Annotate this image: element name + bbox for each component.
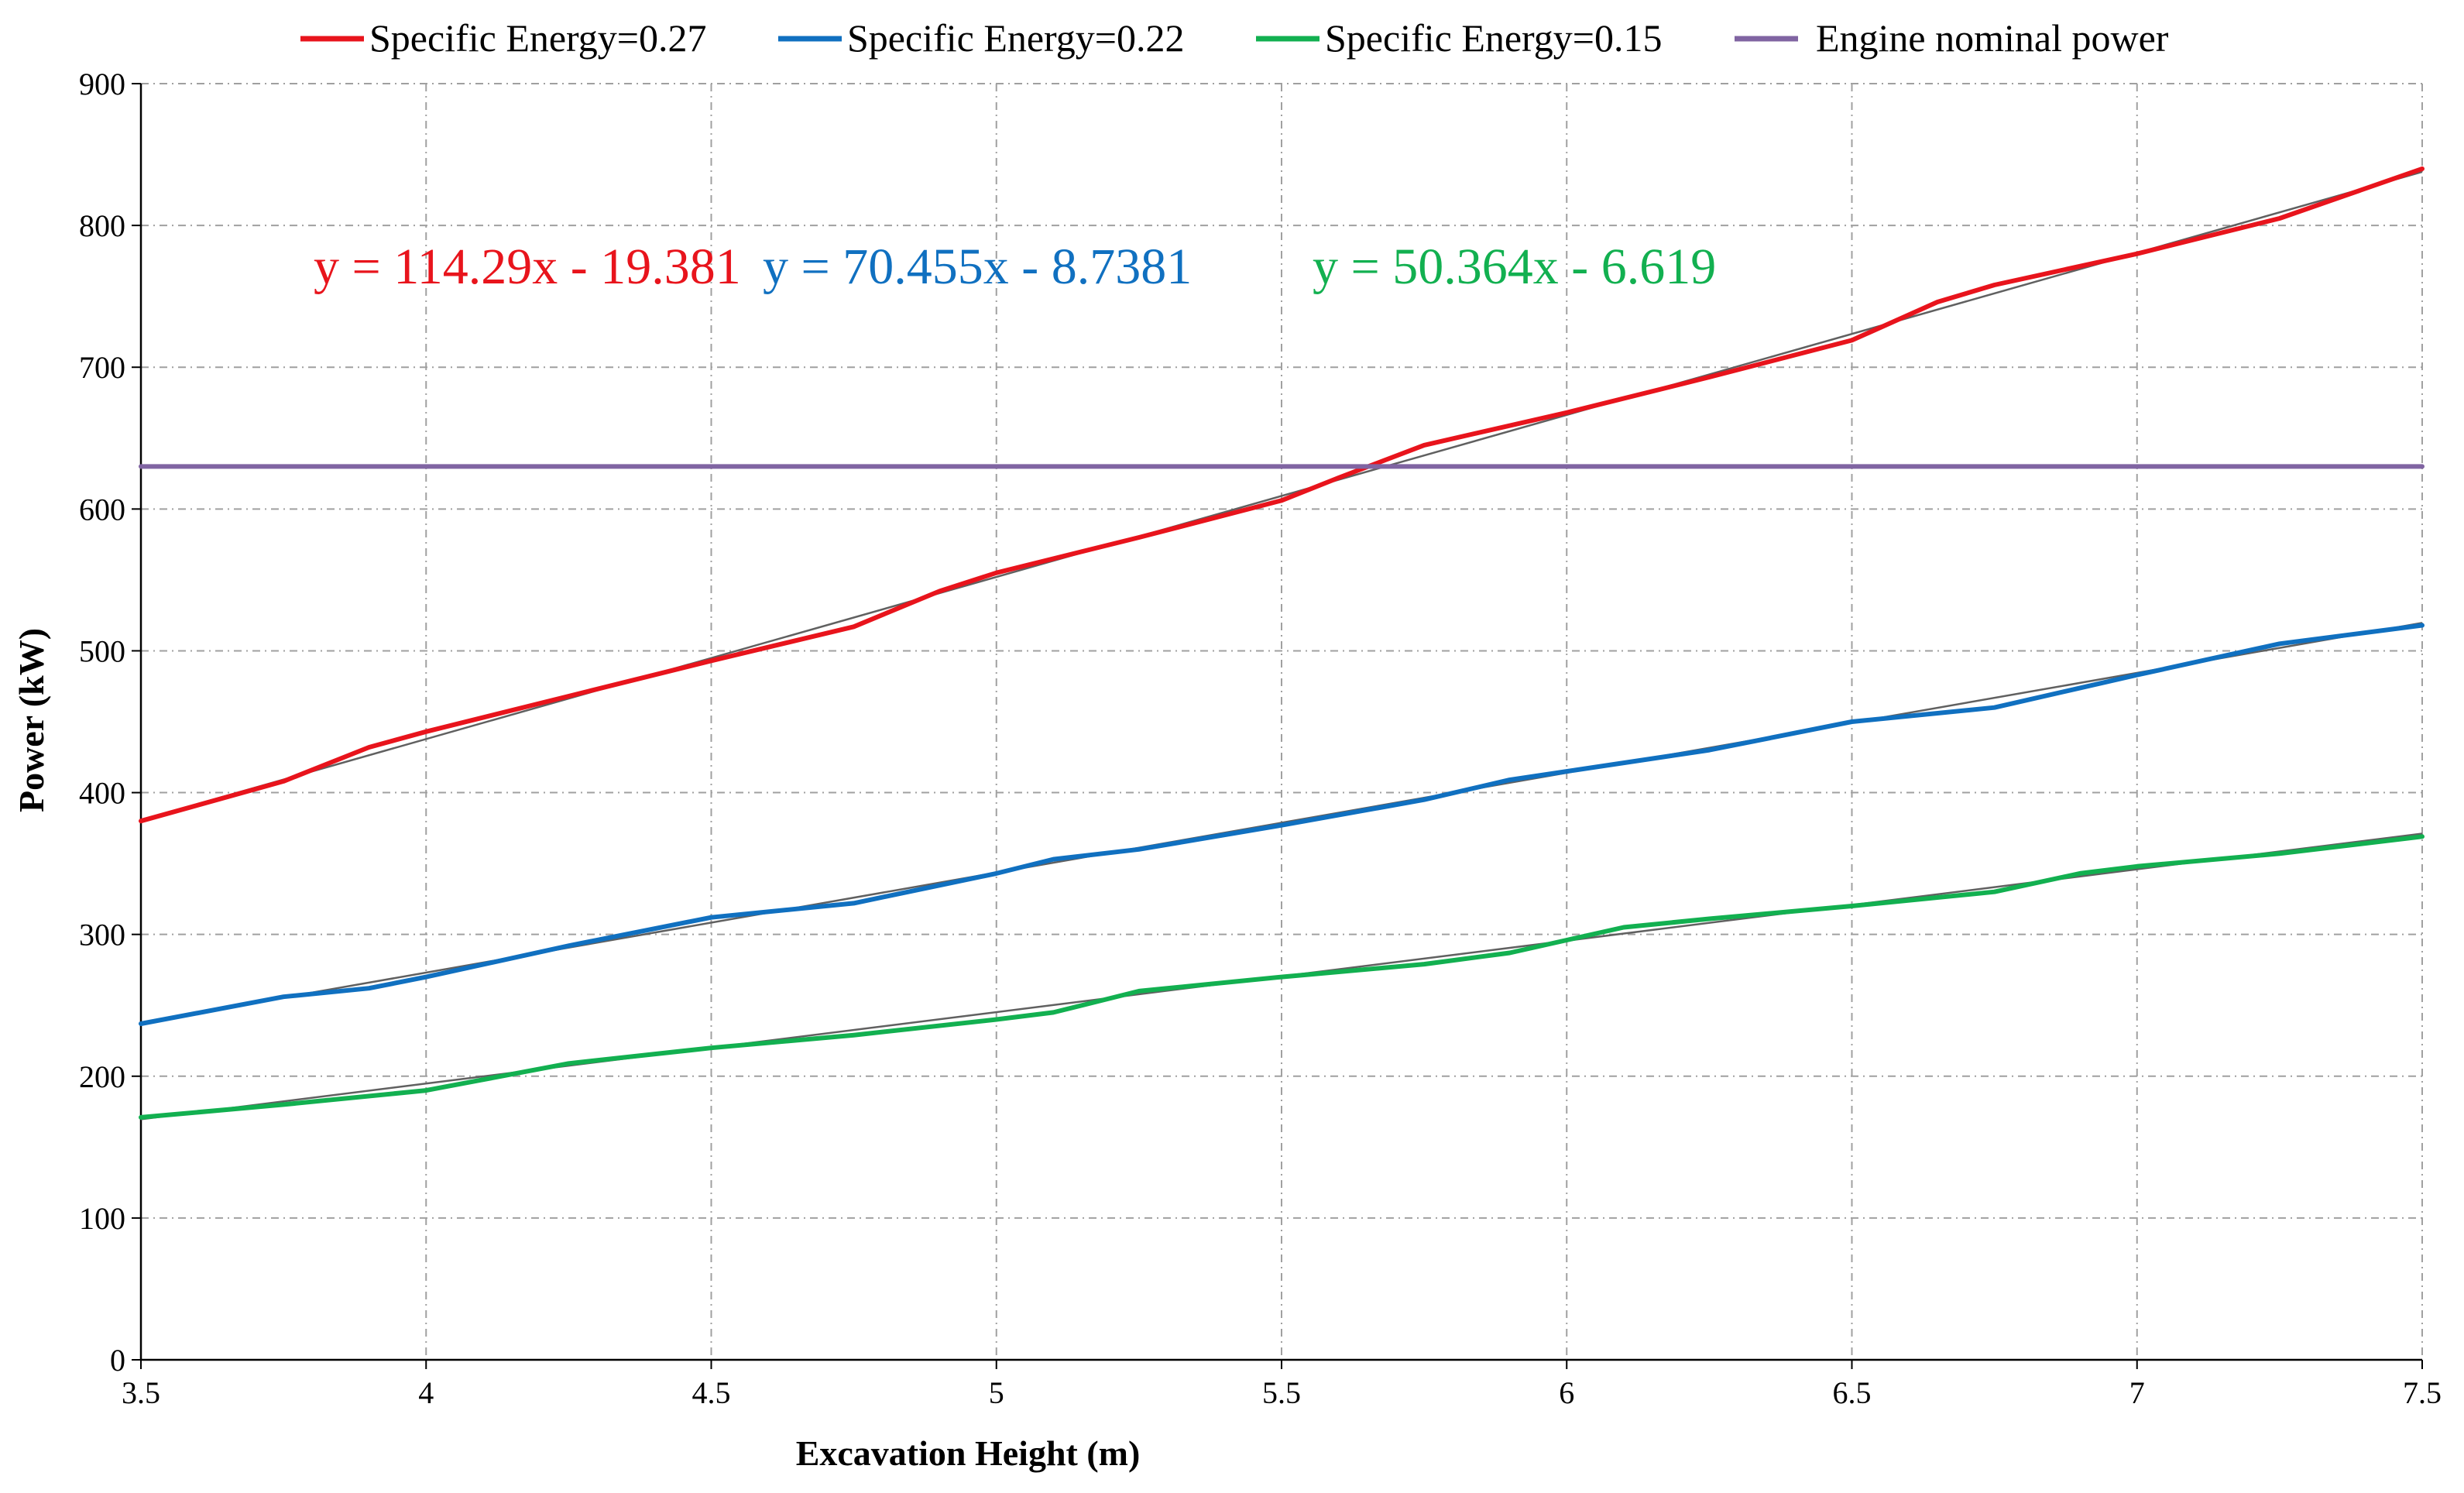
y-tick-label: 100 (79, 1201, 125, 1236)
y-tick-label: 900 (79, 67, 125, 101)
legend-label-engine-nominal-power: Engine nominal power (1816, 16, 2169, 60)
x-tick-label: 4 (418, 1375, 434, 1410)
grid-layer (141, 83, 2423, 1360)
trendline-equations: y = 114.29x - 19.381 y = 70.455x - 8.738… (314, 239, 1716, 295)
legend-label-specific-energy-015: Specific Energy=0.15 (1325, 16, 1663, 60)
equation-specific-energy-015: y = 50.364x - 6.619 (1313, 239, 1716, 295)
y-tick-label: 200 (79, 1059, 125, 1094)
y-tick-label: 600 (79, 492, 125, 527)
y-axis-title: Power (kW) (12, 628, 51, 812)
legend-label-specific-energy-027: Specific Energy=0.27 (369, 16, 707, 60)
y-tick-label: 0 (110, 1343, 125, 1378)
x-tick-label: 7.5 (2403, 1375, 2442, 1410)
x-tick-label: 6 (1559, 1375, 1574, 1410)
x-tick-label: 4.5 (692, 1375, 731, 1410)
legend-item-specific-energy-027: Specific Energy=0.27 (300, 16, 707, 60)
y-tick-label: 300 (79, 918, 125, 952)
series-layer (139, 166, 2425, 1120)
x-tick-label: 5 (989, 1375, 1004, 1410)
legend-item-specific-energy-022: Specific Energy=0.22 (778, 16, 1185, 60)
y-tick-label: 500 (79, 633, 125, 668)
equation-specific-energy-022: y = 70.455x - 8.7381 (763, 239, 1192, 295)
y-tick-label: 400 (79, 776, 125, 811)
legend-label-specific-energy-022: Specific Energy=0.22 (847, 16, 1185, 60)
x-tick-label: 5.5 (1262, 1375, 1301, 1410)
legend-item-engine-nominal-power: Engine nominal power (1735, 16, 2169, 60)
x-tick-label: 7 (2129, 1375, 2145, 1410)
x-axis-title: Excavation Height (m) (796, 1433, 1141, 1473)
legend-item-specific-energy-015: Specific Energy=0.15 (1256, 16, 1663, 60)
y-tick-label: 700 (79, 350, 125, 385)
legend: Specific Energy=0.27 Specific Energy=0.2… (300, 16, 2169, 60)
series-line-specific-energy-0-15 (139, 834, 2425, 1120)
axes-layer (132, 83, 2423, 1369)
tick-labels: 3.5 4 4.5 5 5.5 6 6.5 7 7.5 0 100 200 300 400 500 600 70… (79, 67, 2442, 1410)
equation-specific-energy-027: y = 114.29x - 19.381 (314, 239, 741, 295)
trendline-specific-energy-0-27 (140, 170, 2423, 822)
x-tick-label: 6.5 (1833, 1375, 1872, 1410)
series-line-specific-energy-0-22 (139, 623, 2425, 1026)
y-tick-label: 800 (79, 208, 125, 243)
x-tick-label: 3.5 (122, 1375, 160, 1410)
series-line-specific-energy-0-27 (139, 166, 2425, 824)
